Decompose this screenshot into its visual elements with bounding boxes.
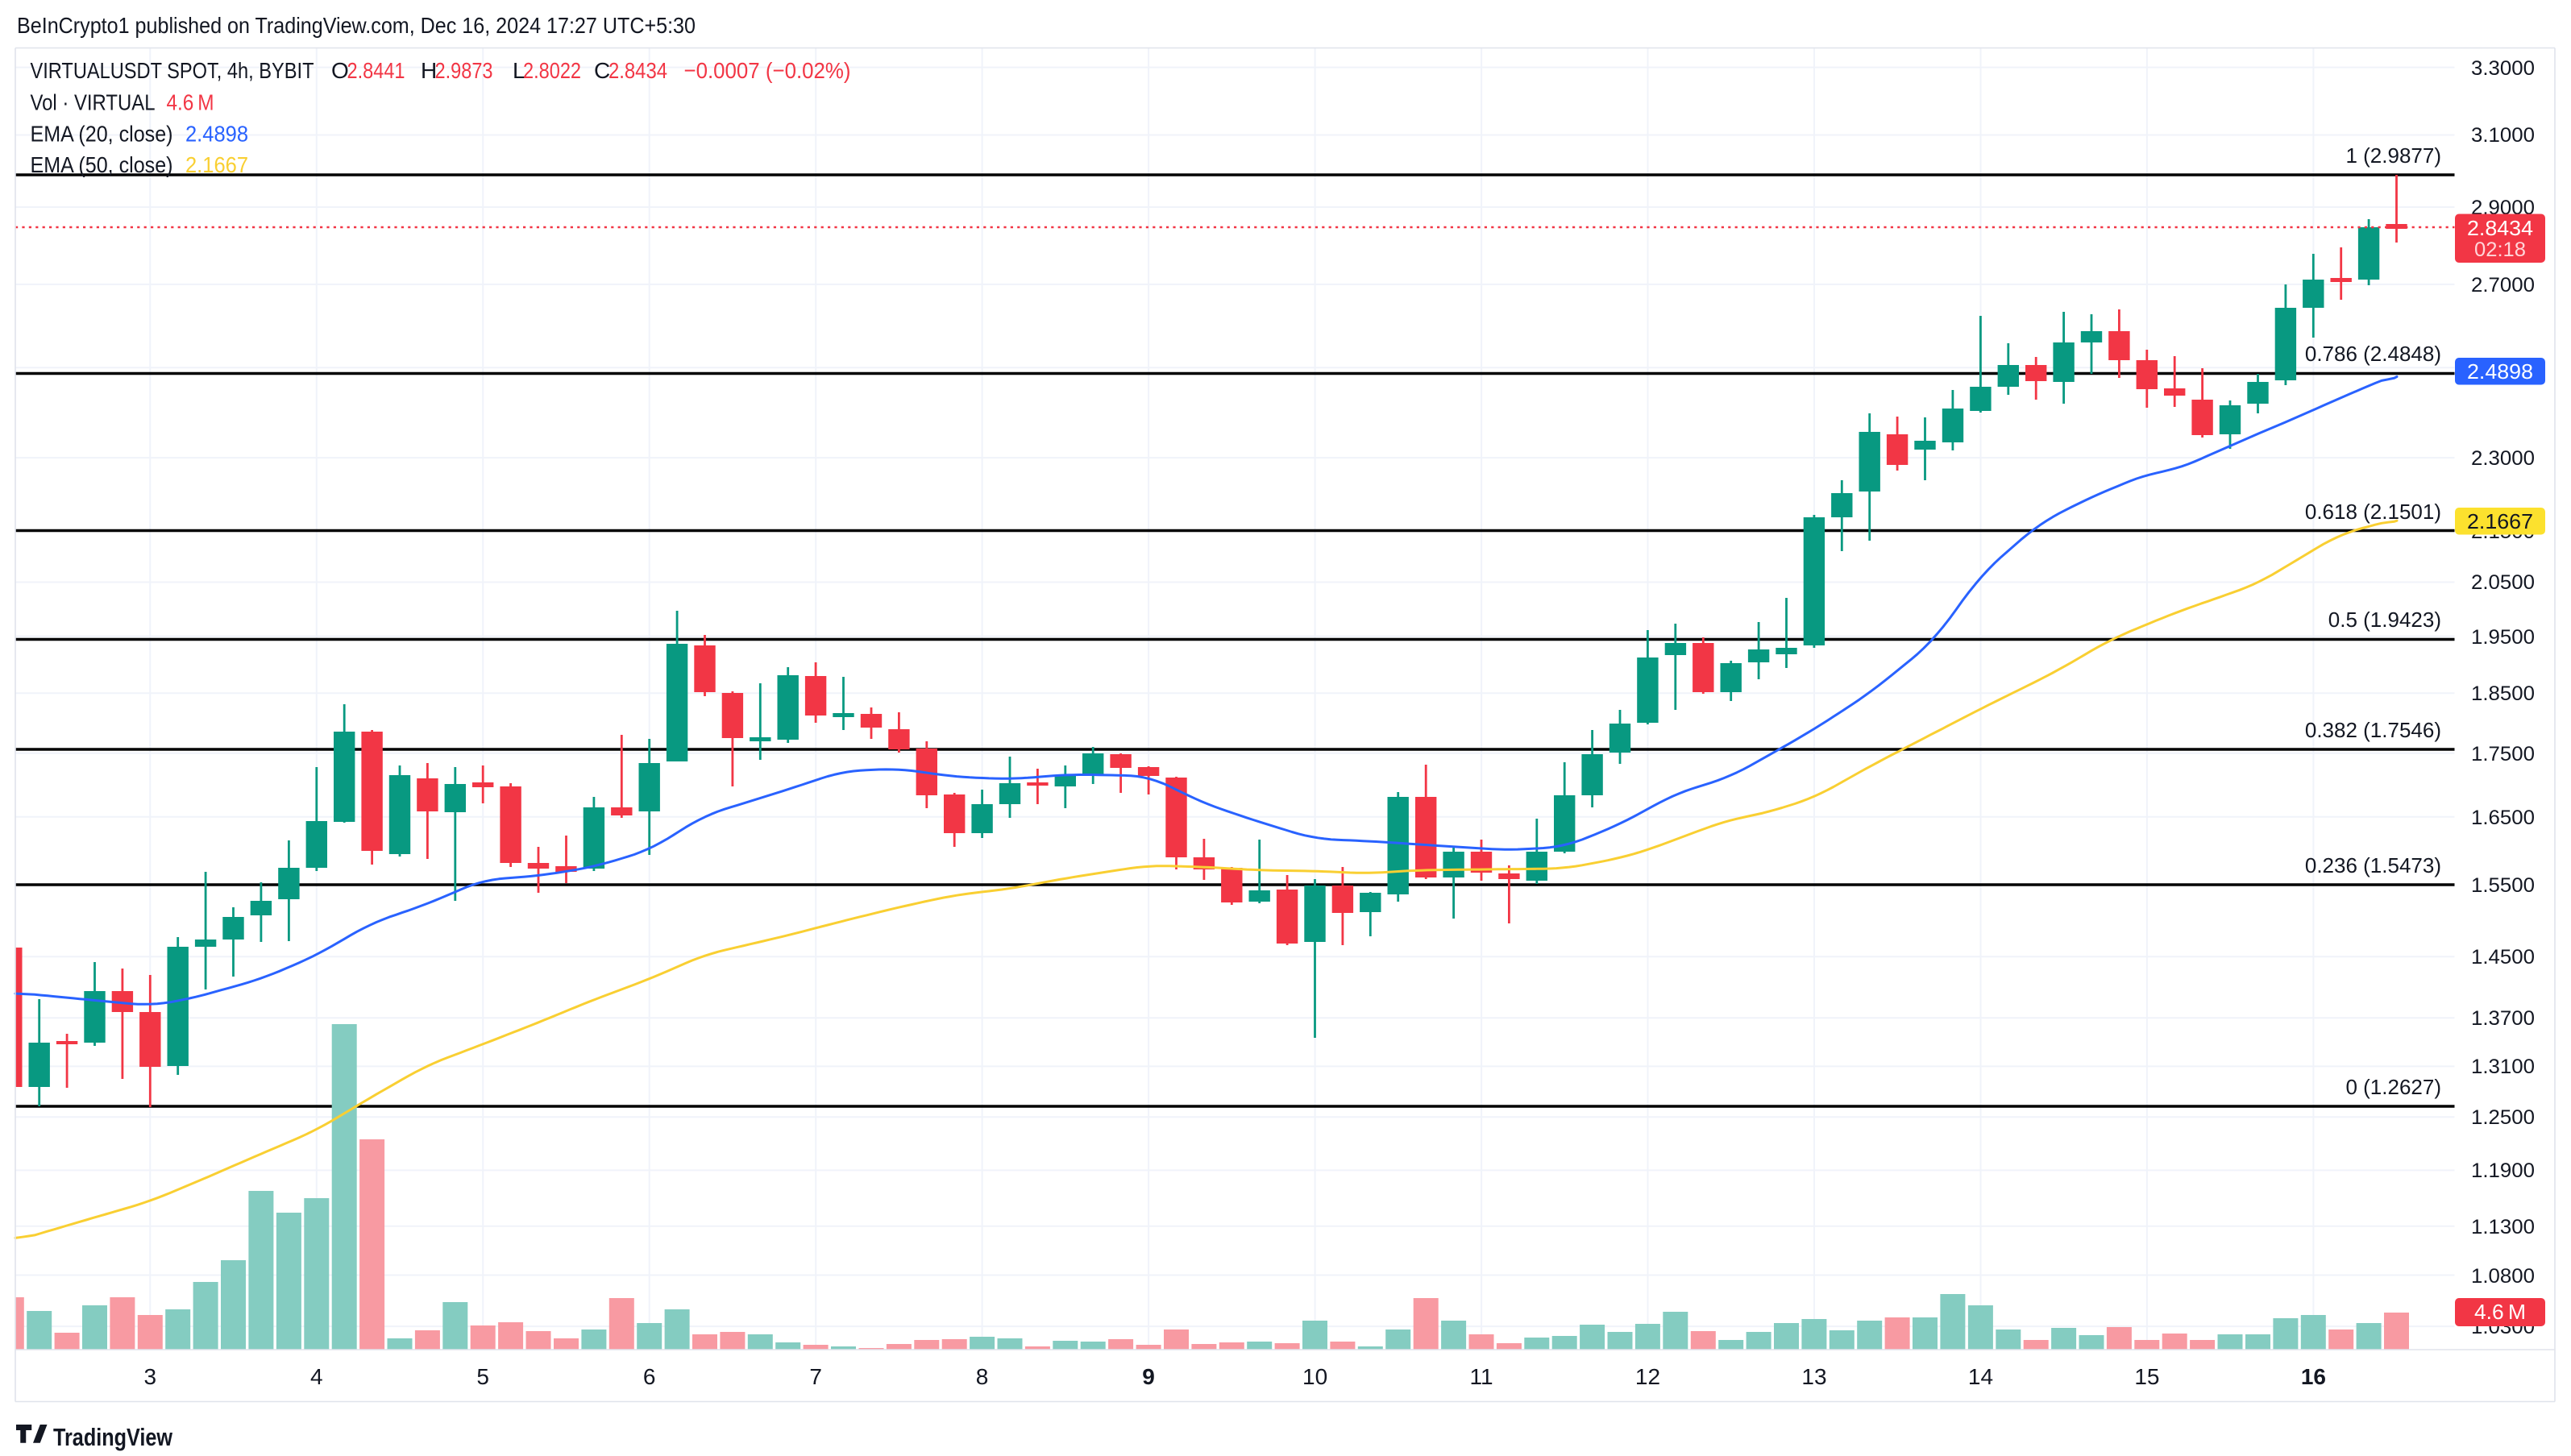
svg-text:15: 15 — [2134, 1364, 2159, 1389]
svg-text:Vol · VIRTUAL: Vol · VIRTUAL — [31, 90, 156, 115]
svg-text:1.3700: 1.3700 — [2471, 1007, 2535, 1030]
svg-text:13: 13 — [1801, 1364, 1826, 1389]
svg-text:3: 3 — [144, 1364, 157, 1389]
svg-text:4.6 M: 4.6 M — [2474, 1300, 2526, 1324]
svg-text:2.7000: 2.7000 — [2471, 274, 2535, 297]
svg-text:O: O — [331, 58, 349, 83]
svg-text:−0.0007 (−0.02%): −0.0007 (−0.02%) — [684, 58, 851, 83]
svg-text:11: 11 — [1470, 1364, 1493, 1389]
svg-text:0.618 (2.1501): 0.618 (2.1501) — [2305, 500, 2441, 524]
svg-text:1.5500: 1.5500 — [2471, 874, 2535, 897]
svg-text:02:18: 02:18 — [2474, 239, 2526, 261]
svg-text:1.8500: 1.8500 — [2471, 682, 2535, 705]
svg-text:3.3000: 3.3000 — [2471, 57, 2535, 80]
svg-text:C: C — [594, 58, 610, 83]
svg-text:1.6500: 1.6500 — [2471, 807, 2535, 829]
svg-text:BeInCrypto1 published on Tradi: BeInCrypto1 published on TradingView.com… — [17, 13, 696, 38]
svg-text:VIRTUALUSDT SPOT, 4h, BYBIT: VIRTUALUSDT SPOT, 4h, BYBIT — [31, 58, 314, 83]
svg-text:0.5 (1.9423): 0.5 (1.9423) — [2328, 608, 2441, 632]
svg-text:2.4898: 2.4898 — [2467, 359, 2533, 384]
svg-text:1.1300: 1.1300 — [2471, 1216, 2535, 1238]
svg-text:1.0800: 1.0800 — [2471, 1265, 2535, 1288]
svg-text:10: 10 — [1302, 1364, 1327, 1389]
svg-text:2.1667: 2.1667 — [2467, 509, 2533, 533]
svg-text:2.3000: 2.3000 — [2471, 447, 2535, 470]
svg-text:4: 4 — [310, 1364, 323, 1389]
svg-text:1.3100: 1.3100 — [2471, 1056, 2535, 1078]
svg-text:EMA (20, close): EMA (20, close) — [31, 122, 173, 147]
svg-text:EMA (50, close): EMA (50, close) — [31, 152, 173, 177]
svg-text:0.382 (1.7546): 0.382 (1.7546) — [2305, 718, 2441, 742]
svg-text:7: 7 — [809, 1364, 822, 1389]
svg-text:4.6 M: 4.6 M — [167, 90, 214, 115]
svg-text:9: 9 — [1142, 1364, 1155, 1389]
svg-text:2.8434: 2.8434 — [608, 58, 667, 83]
svg-text:TradingView: TradingView — [53, 1423, 173, 1451]
svg-text:1.2500: 1.2500 — [2471, 1106, 2535, 1129]
svg-text:1.4500: 1.4500 — [2471, 946, 2535, 969]
svg-text:2.8434: 2.8434 — [2467, 216, 2533, 240]
svg-text:2.1667: 2.1667 — [185, 152, 248, 177]
svg-text:12: 12 — [1635, 1364, 1660, 1389]
svg-text:1.9500: 1.9500 — [2471, 626, 2535, 649]
svg-text:2.4898: 2.4898 — [185, 122, 248, 147]
svg-text:H: H — [421, 58, 437, 83]
svg-text:3.1000: 3.1000 — [2471, 124, 2535, 147]
svg-text:L: L — [513, 58, 525, 83]
svg-text:8: 8 — [976, 1364, 989, 1389]
svg-text:6: 6 — [643, 1364, 656, 1389]
svg-text:0.786 (2.4848): 0.786 (2.4848) — [2305, 342, 2441, 366]
svg-text:1 (2.9877): 1 (2.9877) — [2345, 143, 2441, 168]
svg-text:2.8022: 2.8022 — [523, 58, 581, 83]
svg-text:0.236 (1.5473): 0.236 (1.5473) — [2305, 853, 2441, 877]
svg-text:1.7500: 1.7500 — [2471, 743, 2535, 765]
svg-text:2.8441: 2.8441 — [347, 58, 405, 83]
svg-text:2.9873: 2.9873 — [435, 58, 493, 83]
svg-text:5: 5 — [476, 1364, 489, 1389]
svg-text:16: 16 — [2301, 1364, 2326, 1389]
svg-text:0 (1.2627): 0 (1.2627) — [2345, 1075, 2441, 1099]
svg-text:14: 14 — [1968, 1364, 1993, 1389]
svg-text:2.0500: 2.0500 — [2471, 571, 2535, 594]
svg-text:1.1900: 1.1900 — [2471, 1159, 2535, 1182]
